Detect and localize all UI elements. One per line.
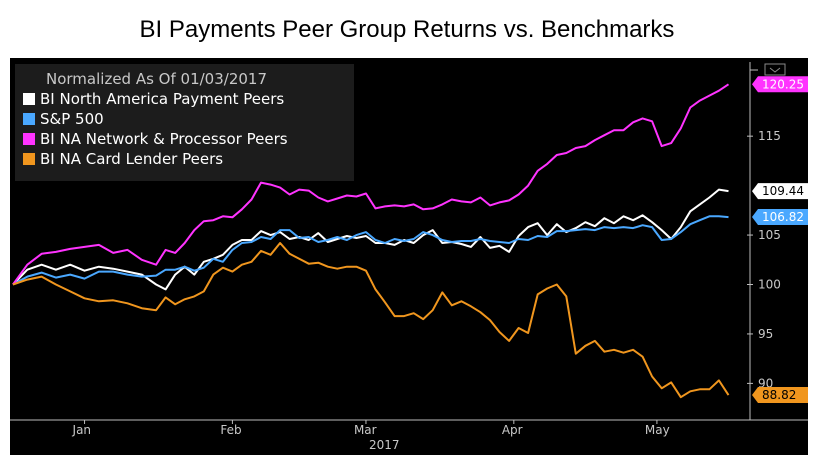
legend-swatch-0: [23, 93, 35, 105]
legend-label-2: BI NA Network & Processor Peers: [40, 130, 288, 148]
x-tick-label: Jan: [72, 423, 92, 437]
chart-title: BI Payments Peer Group Returns vs. Bench…: [139, 16, 675, 43]
chart-options-icon: [764, 63, 786, 76]
legend-label-3: BI NA Card Lender Peers: [40, 150, 223, 168]
y-tick-label: 100: [758, 278, 781, 292]
x-axis-year-label: 2017: [369, 438, 400, 452]
legend-subtitle: Normalized As Of 01/03/2017: [46, 70, 267, 88]
y-tick-label: 115: [758, 129, 781, 143]
last-value-label-2: 120.25: [762, 77, 804, 91]
y-tick-label: 105: [758, 228, 781, 242]
y-tick-label: 95: [758, 327, 773, 341]
y-tick-label: 90: [758, 376, 773, 390]
last-value-tag-2: [752, 76, 808, 93]
last-value-tag-3: [752, 387, 808, 404]
legend-label-1: S&P 500: [40, 110, 104, 128]
x-tick-label: Mar: [354, 423, 377, 437]
series-line-0: [12, 188, 729, 291]
legend-swatch-3: [23, 153, 35, 165]
legend-swatch-2: [23, 133, 35, 145]
series-line-1: [12, 215, 729, 286]
last-value-label-1: 106.82: [762, 210, 804, 224]
x-tick-label: May: [645, 423, 670, 437]
x-tick-label: Apr: [502, 423, 523, 437]
series-line-2: [12, 83, 730, 286]
legend-swatch-1: [23, 113, 35, 125]
last-value-tag-0: [752, 183, 808, 200]
legend-box: [15, 64, 354, 181]
last-value-label-3: 88.82: [762, 388, 796, 402]
legend-label-0: BI North America Payment Peers: [40, 90, 284, 108]
series-line-3: [12, 242, 730, 399]
chevron-down-icon: [769, 67, 781, 73]
last-value-tag-1: [752, 209, 808, 226]
x-tick-label: Feb: [220, 423, 241, 437]
last-value-label-0: 109.44: [762, 184, 804, 198]
